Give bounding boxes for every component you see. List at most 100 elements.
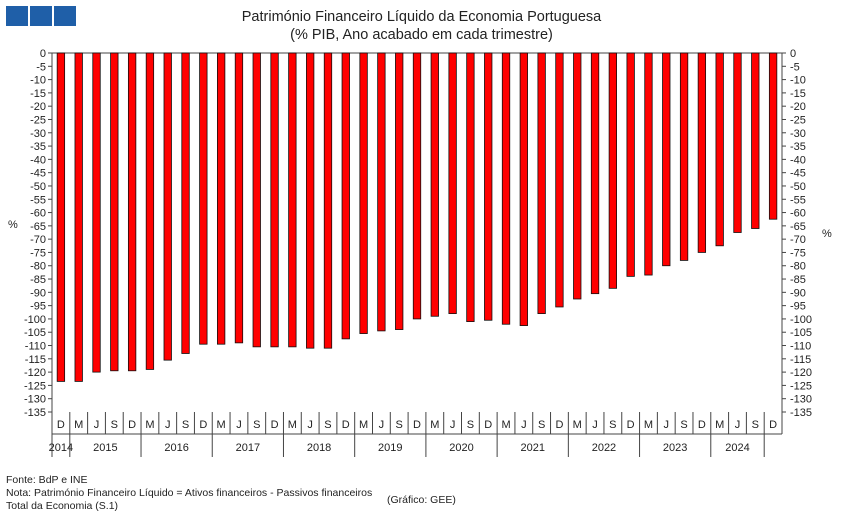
year-label: 2019 [378, 442, 402, 454]
y-tick-label-left: -110 [25, 341, 46, 353]
logo-square-1 [6, 6, 28, 26]
y-tick-label-left: -20 [30, 101, 46, 113]
y-tick-label-right: -130 [790, 394, 812, 406]
bar [448, 52, 457, 315]
bar [662, 52, 671, 267]
y-tick-label-right: -25 [790, 114, 806, 126]
bar [412, 52, 422, 320]
bar [252, 52, 261, 348]
y-tick-label-left: -70 [30, 234, 46, 246]
bar [751, 52, 760, 229]
y-tick-label-right: -30 [790, 128, 806, 140]
y-tick-label-right: -65 [790, 221, 806, 233]
year-label: 2022 [592, 442, 616, 454]
quarter-label: J [664, 419, 670, 431]
bar [679, 52, 689, 261]
footer-note: Nota: Património Financeiro Líquido = At… [6, 487, 373, 499]
quarter-label: D [484, 419, 492, 431]
bar [768, 52, 778, 220]
bar [323, 52, 333, 349]
y-tick-label-right: -120 [790, 367, 812, 379]
quarter-label: S [538, 419, 545, 431]
y-tick-label-right: -55 [790, 194, 806, 206]
quarter-label: S [467, 419, 474, 431]
quarter-label: S [752, 419, 759, 431]
y-tick-label-right: -50 [790, 181, 806, 193]
y-tick-label-right: -85 [790, 274, 806, 286]
year-label: 2015 [93, 442, 117, 454]
y-axis-left-label: % [8, 219, 18, 231]
quarter-label: J [379, 419, 385, 431]
quarter-label: J [521, 419, 527, 431]
y-tick-label-left: -45 [30, 168, 46, 180]
year-label: 2014 [49, 442, 73, 454]
y-tick-label-right: -40 [790, 154, 806, 166]
quarter-label: D [342, 419, 350, 431]
year-label: 2023 [663, 442, 687, 454]
quarter-label: M [359, 419, 368, 431]
y-tick-label-right: -135 [790, 407, 812, 419]
bar [644, 52, 653, 276]
quarter-label: J [450, 419, 456, 431]
bar [127, 52, 137, 372]
y-tick-label-right: -95 [790, 301, 806, 313]
quarter-label: D [555, 419, 563, 431]
quarter-label: M [573, 419, 582, 431]
quarter-label: M [430, 419, 439, 431]
y-tick-label-left: -50 [30, 181, 46, 193]
bar [181, 52, 190, 354]
quarter-label: J [94, 419, 100, 431]
y-tick-label-right: -60 [790, 208, 806, 220]
bar [234, 52, 244, 344]
logo-square-3 [54, 6, 76, 26]
y-tick-label-left: -135 [24, 407, 46, 419]
bar [341, 52, 350, 340]
quarter-label: S [680, 419, 687, 431]
bar [555, 52, 564, 308]
year-label: 2024 [725, 442, 749, 454]
y-tick-label-left: -130 [24, 394, 46, 406]
bar [306, 52, 315, 349]
y-tick-label-left: 0 [40, 48, 46, 60]
y-tick-label-left: -120 [24, 367, 46, 379]
quarter-label: D [271, 419, 279, 431]
bar [163, 52, 172, 361]
y-tick-label-right: 0 [790, 48, 796, 60]
bar [270, 52, 279, 348]
y-tick-label-left: -55 [30, 194, 46, 206]
quarter-label: S [253, 419, 260, 431]
y-tick-label-right: -110 [790, 341, 811, 353]
quarter-label: D [199, 419, 207, 431]
logo-square-2 [30, 6, 52, 26]
footer-credit: (Gráfico: GEE) [387, 494, 456, 506]
y-tick-label-left: -100 [24, 314, 46, 326]
quarter-label: S [182, 419, 189, 431]
bar [110, 52, 119, 372]
bar [56, 52, 66, 382]
chart-title: Património Financeiro Líquido da Economi… [241, 9, 602, 25]
bar [288, 52, 297, 348]
y-tick-label-right: -90 [790, 287, 806, 299]
bar [395, 52, 404, 330]
quarter-label: D [698, 419, 706, 431]
y-tick-label-right: -5 [790, 61, 800, 73]
bar [199, 52, 208, 345]
bar [466, 52, 475, 322]
y-tick-label-right: -10 [790, 75, 806, 87]
quarter-label: D [769, 419, 777, 431]
y-tick-label-left: -5 [36, 61, 46, 73]
quarter-label: D [57, 419, 65, 431]
bar [217, 52, 226, 345]
quarter-label: M [74, 419, 83, 431]
quarter-label: D [627, 419, 635, 431]
y-tick-label-right: -80 [790, 261, 806, 273]
y-tick-label-left: -105 [24, 327, 46, 339]
bar [608, 52, 617, 289]
y-tick-label-right: -15 [790, 88, 806, 100]
y-tick-label-right: -20 [790, 101, 806, 113]
bar [519, 52, 528, 326]
y-tick-label-right: -100 [790, 314, 812, 326]
y-tick-label-left: -65 [30, 221, 46, 233]
quarter-label: M [217, 419, 226, 431]
bar [573, 52, 582, 300]
